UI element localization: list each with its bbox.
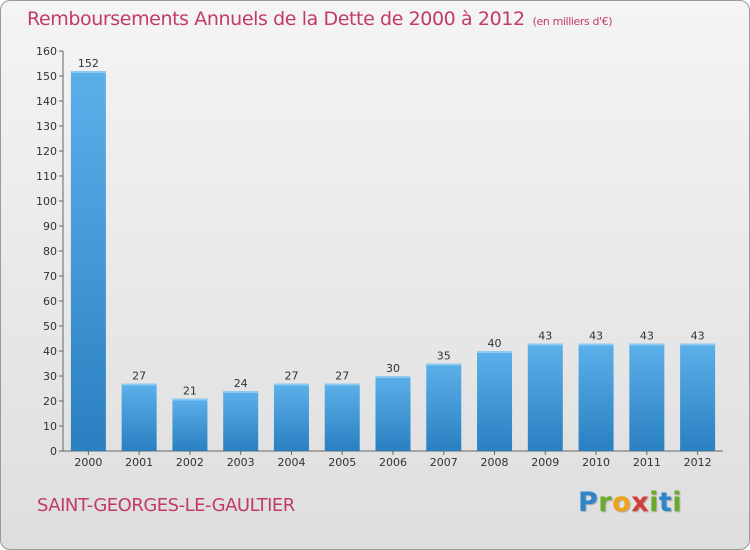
bar-highlight [324,383,360,386]
y-tick-label: 90 [43,220,57,233]
logo-letter: i [672,487,683,518]
chart-unit: (en milliers d'€) [532,15,613,28]
bar-highlight [527,343,563,346]
bar-2001 [121,383,157,451]
x-tick-label-2002: 2002 [176,456,204,469]
x-tick-label-2005: 2005 [328,456,356,469]
y-tick-label: 40 [43,345,57,358]
bar-2005 [324,383,360,451]
bar-highlight [629,343,665,346]
bar-2007 [426,363,462,451]
y-tick-label: 30 [43,370,57,383]
x-tick-label-2009: 2009 [531,456,559,469]
bar-2000 [70,71,106,451]
y-tick-label: 80 [43,245,57,258]
bar-highlight [375,376,411,378]
bar-2003 [223,391,259,451]
bar-highlight [172,398,208,401]
logo-letter: t [658,487,673,518]
logo-letter: x [631,487,650,518]
y-tick-label: 10 [43,420,57,433]
bar-2010 [578,343,614,451]
x-tick-label-2000: 2000 [74,456,102,469]
bar-2004 [273,383,309,451]
logo-letter: o [612,487,632,518]
bar-2006 [375,376,411,451]
bar-highlight [680,343,716,346]
bar-2011 [629,343,665,451]
bar-2008 [477,351,513,451]
bar-highlight [477,351,513,353]
x-tick-label-2010: 2010 [582,456,610,469]
commune-name: SAINT-GEORGES-LE-GAULTIER [37,495,295,516]
proxiti-logo: Proxiti [578,487,682,518]
x-tick-label-2011: 2011 [633,456,661,469]
value-labels-group: 152 27 21 24 27 27 30 35 40 43 43 43 43 [78,57,705,398]
value-label-2005: 27 [335,370,349,383]
value-label-2004: 27 [284,370,298,383]
value-label-2012: 43 [691,330,705,343]
x-tick-label-2008: 2008 [481,456,509,469]
bar-highlight [223,391,259,393]
bar-highlight [426,363,462,366]
bar-highlight [121,383,157,386]
x-tick-label-2007: 2007 [430,456,458,469]
bar-2002 [172,398,208,451]
bar-highlight [578,343,614,346]
y-tick-label: 60 [43,295,57,308]
y-tick-label: 110 [36,170,57,183]
bars-group [70,71,716,451]
chart-title: Remboursements Annuels de la Dette de 20… [27,8,613,30]
y-tick-label: 20 [43,395,57,408]
logo-letter: r [598,487,613,518]
bar-2012 [680,343,716,451]
chart-title-text: Remboursements Annuels de la Dette de 20… [27,8,525,30]
y-tick-label: 100 [36,195,57,208]
value-label-2000: 152 [78,57,99,70]
value-label-2008: 40 [488,337,502,350]
y-tick-label: 140 [36,95,57,108]
value-label-2010: 43 [589,330,603,343]
y-tick-label: 50 [43,320,57,333]
y-tick-label: 160 [36,45,57,58]
x-tick-label-2004: 2004 [277,456,305,469]
value-label-2006: 30 [386,362,400,375]
x-tick-label-2001: 2001 [125,456,153,469]
value-label-2003: 24 [234,377,248,390]
value-label-2011: 43 [640,330,654,343]
value-label-2007: 35 [437,350,451,363]
x-tick-label-2012: 2012 [684,456,712,469]
value-label-2001: 27 [132,370,146,383]
y-tick-label: 130 [36,120,57,133]
x-tick-label-2006: 2006 [379,456,407,469]
logo-letter: P [578,487,599,518]
bar-highlight [70,71,106,73]
y-tick-label: 70 [43,270,57,283]
value-label-2009: 43 [538,330,552,343]
x-tick-label-2003: 2003 [227,456,255,469]
bar-2009 [527,343,563,451]
value-label-2002: 21 [183,385,197,398]
y-tick-label: 120 [36,145,57,158]
logo-letter: i [649,487,659,518]
bar-highlight [273,383,309,386]
y-tick-label: 150 [36,70,57,83]
y-tick-label: 0 [50,445,57,458]
